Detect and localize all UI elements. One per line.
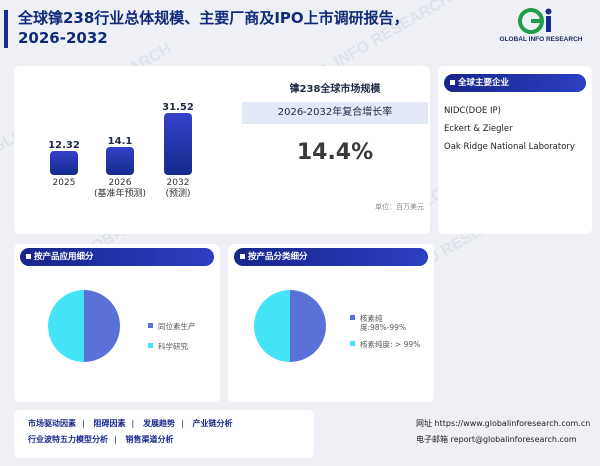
link-porter-five-forces[interactable]: 行业波特五力模型分析 [28, 435, 108, 444]
legend-item: 科学研究 [148, 342, 218, 351]
square-bullet-icon [450, 80, 455, 85]
type-heading: 按产品分类细分 [234, 248, 428, 266]
page-title: 全球镎238行业总体规模、主要厂商及IPO上市调研报告，2026-2032 [18, 9, 409, 47]
bar-column: 31.52 2032 (预测) [150, 102, 206, 200]
email-text[interactable]: 电子邮箱 report@globalinforesearch.com [416, 435, 577, 444]
type-heading-text: 按产品分类细分 [248, 252, 308, 262]
report-header: 全球镎238行业总体规模、主要厂商及IPO上市调研报告，2026-2032 GL… [0, 0, 600, 56]
legend-label: 核素纯度: > 99% [360, 340, 421, 349]
link-trends[interactable]: 发展趋势 [143, 419, 175, 428]
bar [50, 151, 78, 175]
bar-year-label: 2025 [52, 178, 76, 188]
application-heading-text: 按产品应用细分 [34, 252, 94, 262]
companies-heading-text: 全球主要企业 [458, 78, 510, 88]
analysis-links-card: 市场驱动因素 | 阻碍因素 | 发展趋势 | 产业链分析 行业波特五力模型分析 | 销售… [14, 410, 314, 458]
market-title: 镎238全球市场规模 [289, 84, 381, 95]
pie-slice [254, 290, 290, 362]
company-item: Oak Ridge National Laboratory [444, 142, 575, 152]
links-row: 行业波特五力模型分析 | 销售渠道分析 [28, 435, 174, 444]
legend-item: 核素纯度:98%-99% [350, 314, 424, 332]
bar-value-label: 31.52 [162, 102, 194, 113]
cagr-value: 14.4% [296, 140, 374, 165]
links-row: 市场驱动因素 | 阻碍因素 | 发展趋势 | 产业链分析 [28, 419, 233, 428]
companies-heading: 全球主要企业 [444, 74, 586, 92]
legend-label: 核素纯度:98%-99% [360, 314, 407, 332]
company-logo: GLOBAL INFO RESEARCH [488, 8, 594, 48]
type-pie-chart [254, 290, 326, 362]
companies-card: 全球主要企业 NIDC(DOE IP) Eckert & Ziegler Oak… [438, 66, 592, 234]
link-market-drivers[interactable]: 市场驱动因素 [28, 419, 76, 428]
bar-year-label: 2026 (基准年预测) [93, 178, 147, 199]
bar-column: 12.32 2025 [36, 140, 92, 189]
company-item: Eckert & Ziegler [444, 124, 513, 134]
unit-label: 单位：百万美元 [375, 203, 424, 211]
bar-value-label: 12.32 [48, 140, 80, 151]
logo-gi-icon [518, 8, 552, 34]
market-bar-chart: 12.32 2025 14.1 2026 (基准年预测) 31.52 2032 (预测) [14, 66, 224, 234]
square-bullet-icon [26, 254, 31, 259]
bar-column: 14.1 2026 (基准年预测) [92, 136, 148, 200]
type-pie-card: 按产品分类细分 核素纯度:98%-99% 核素纯度: > 99% [228, 244, 434, 402]
bar [164, 113, 192, 175]
link-sales-channel[interactable]: 销售渠道分析 [125, 435, 174, 444]
legend-swatch [148, 343, 153, 348]
link-barriers[interactable]: 阻碍因素 [93, 419, 126, 428]
application-heading: 按产品应用细分 [20, 248, 214, 266]
legend-label: 同位素生产 [158, 322, 196, 331]
bar-year-label: 2032 (预测) [165, 178, 191, 199]
logo-text: GLOBAL INFO RESEARCH [499, 36, 583, 43]
company-item: NIDC(DOE IP) [444, 106, 501, 116]
pie-slice [48, 290, 84, 362]
application-pie-card: 按产品应用细分 同位素生产 科学研究 [14, 244, 220, 402]
legend-swatch [350, 341, 355, 346]
application-pie-chart [48, 290, 120, 362]
legend-swatch [350, 315, 355, 320]
pie-slice [84, 290, 120, 362]
cagr-label: 2026-2032年复合增长率 [242, 102, 428, 124]
legend-swatch [148, 323, 153, 328]
link-industry-chain[interactable]: 产业链分析 [192, 419, 233, 428]
legend-item: 核素纯度: > 99% [350, 340, 424, 349]
legend-item: 同位素生产 [148, 322, 218, 331]
website-text[interactable]: 网址 https://www.globalinforesearch.com.cn [416, 419, 591, 428]
square-bullet-icon [240, 254, 245, 259]
bar [106, 147, 134, 175]
bar-value-label: 14.1 [107, 136, 133, 147]
legend-label: 科学研究 [158, 342, 188, 351]
pie-slice [290, 290, 326, 362]
title-accent-bar [4, 10, 8, 48]
market-size-card: 12.32 2025 14.1 2026 (基准年预测) 31.52 2032 (预测) 镎2… [14, 66, 430, 234]
